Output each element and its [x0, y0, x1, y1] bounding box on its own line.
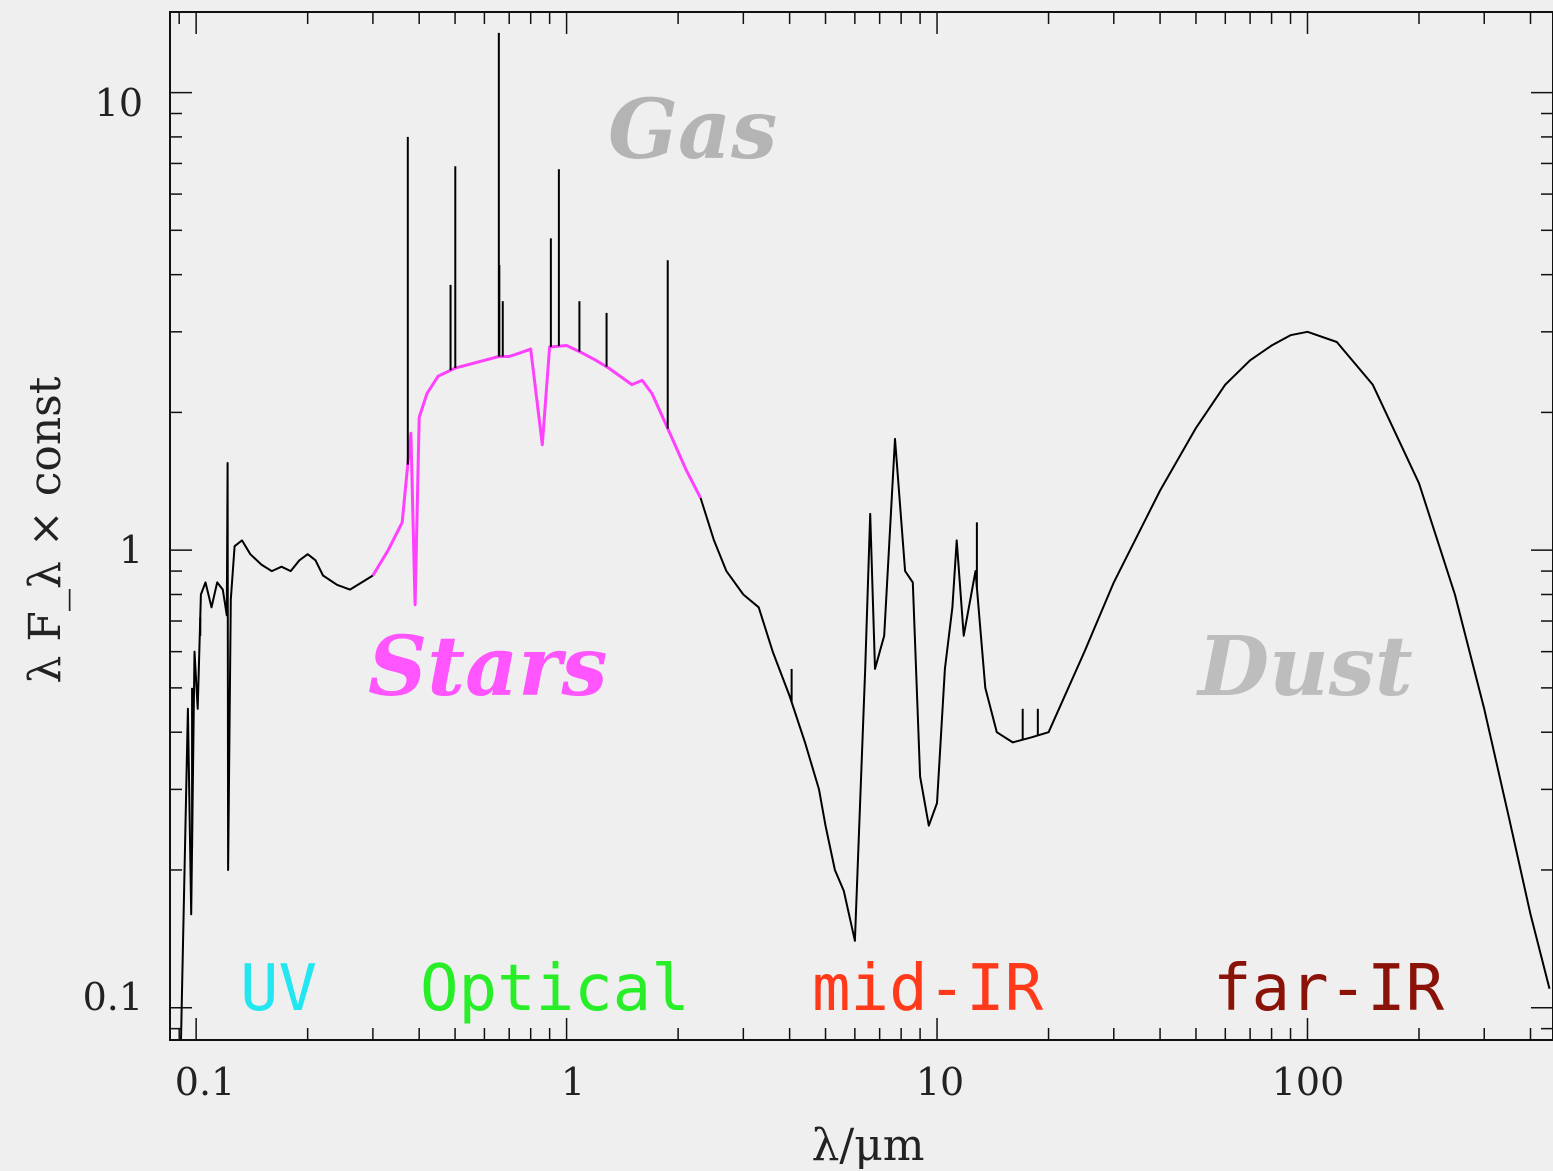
component-label-gas: Gas: [608, 82, 777, 178]
x-tick-label-0.1: 0.1: [175, 1060, 235, 1104]
band-label-mid-ir: mid-IR: [812, 952, 1044, 1026]
band-label-far-ir: far-IR: [1213, 952, 1445, 1026]
series-line-1: [371, 344, 702, 607]
plot-background: [170, 12, 1553, 1040]
y-tick-label-10: 10: [95, 81, 143, 125]
plot-frame: [169, 11, 1553, 1041]
y-tick-label-1: 1: [119, 528, 143, 572]
tick-marks: [170, 12, 1553, 1040]
x-axis-title: λ/μm: [811, 1120, 924, 1171]
x-tick-label-10: 10: [916, 1060, 964, 1104]
x-tick-label-1: 1: [561, 1060, 585, 1104]
spectrum-series: [180, 32, 1551, 1041]
x-tick-label-100: 100: [1272, 1060, 1345, 1104]
band-label-uv: UV: [240, 952, 317, 1026]
component-label-stars: Stars: [368, 619, 608, 715]
series-line-2: [699, 330, 1551, 990]
band-label-optical: Optical: [420, 952, 690, 1026]
component-label-dust: Dust: [1196, 619, 1413, 715]
y-tick-label-0.1: 0.1: [83, 975, 143, 1019]
y-axis-title: λ F_λ × const: [20, 376, 71, 683]
